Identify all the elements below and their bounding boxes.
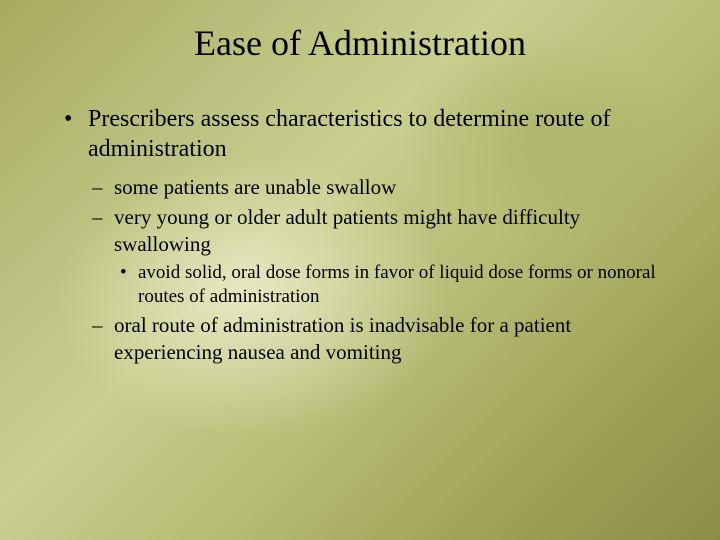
bullet-lvl2-text: very young or older adult patients might… bbox=[114, 205, 580, 255]
slide-title: Ease of Administration bbox=[0, 0, 720, 74]
bullet-lvl3: avoid solid, oral dose forms in favor of… bbox=[114, 261, 660, 309]
bullet-list-lvl2: some patients are unable swallow very yo… bbox=[88, 174, 660, 365]
bullet-lvl1: Prescribers assess characteristics to de… bbox=[60, 104, 660, 365]
bullet-lvl2: oral route of administration is inadvisa… bbox=[88, 312, 660, 365]
bullet-lvl2: very young or older adult patients might… bbox=[88, 204, 660, 308]
bullet-list-lvl3: avoid solid, oral dose forms in favor of… bbox=[114, 261, 660, 309]
slide: Ease of Administration Prescribers asses… bbox=[0, 0, 720, 540]
bullet-lvl1-text: Prescribers assess characteristics to de… bbox=[88, 106, 610, 162]
slide-body: Prescribers assess characteristics to de… bbox=[0, 74, 720, 365]
bullet-lvl3-text: avoid solid, oral dose forms in favor of… bbox=[138, 262, 656, 307]
bullet-lvl2-text: oral route of administration is inadvisa… bbox=[114, 313, 571, 363]
bullet-list-lvl1: Prescribers assess characteristics to de… bbox=[60, 104, 660, 365]
bullet-lvl2: some patients are unable swallow bbox=[88, 174, 660, 200]
bullet-lvl2-text: some patients are unable swallow bbox=[114, 175, 396, 199]
